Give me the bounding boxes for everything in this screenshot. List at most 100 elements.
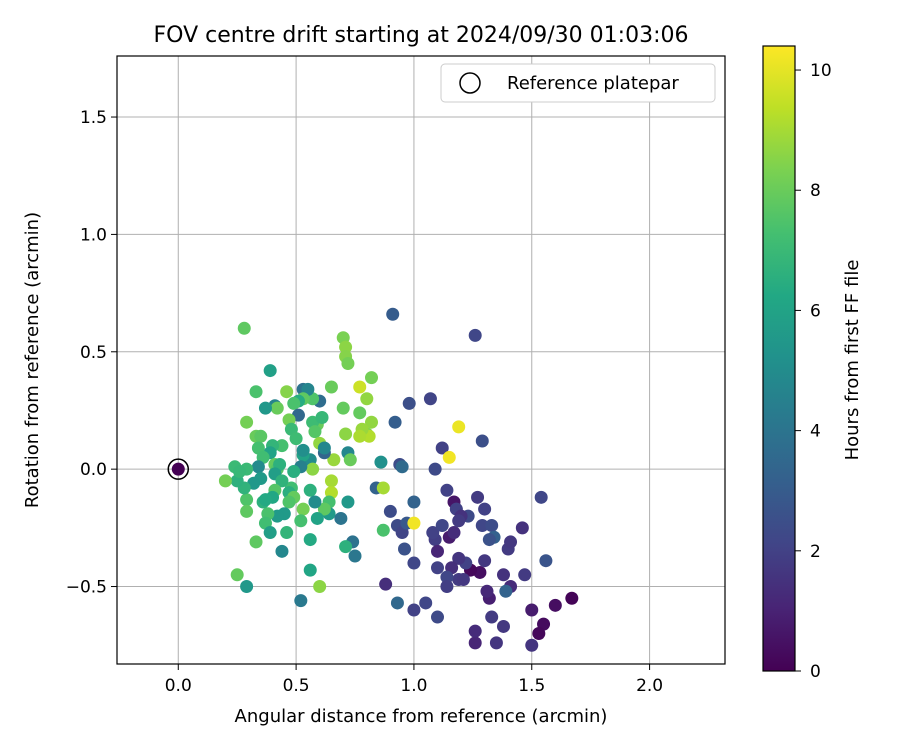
data-point [376, 481, 390, 495]
colorbar-tick-label: 4 [810, 422, 821, 442]
data-point [280, 385, 294, 399]
data-point [383, 504, 397, 518]
data-points [218, 307, 579, 652]
y-tick-label: −0.5 [66, 578, 107, 598]
data-point [343, 453, 357, 467]
x-tick-label: 1.0 [400, 676, 427, 696]
data-point [348, 549, 362, 563]
data-point [504, 535, 518, 549]
data-point [317, 441, 331, 455]
data-point [296, 443, 310, 457]
data-point [475, 518, 489, 532]
data-point [303, 563, 317, 577]
data-point [478, 554, 492, 568]
data-point [240, 493, 254, 507]
reference-point [171, 462, 185, 476]
x-tick-label: 1.5 [518, 676, 545, 696]
x-tick-label: 0.0 [165, 676, 192, 696]
data-point [308, 425, 322, 439]
data-point [339, 340, 353, 354]
data-point [251, 460, 265, 474]
plot-frame [116, 55, 726, 665]
data-point [353, 380, 367, 394]
data-point [440, 580, 454, 594]
data-point [398, 542, 412, 556]
x-axis-ticks: 0.0 0.5 1.0 1.5 2.0 [165, 664, 663, 696]
data-point [468, 328, 482, 342]
data-point [317, 502, 331, 516]
data-point [452, 551, 466, 565]
x-tick-label: 2.0 [636, 676, 663, 696]
data-point [296, 502, 310, 516]
data-point [287, 396, 301, 410]
data-point [327, 453, 341, 467]
data-point [548, 598, 562, 612]
y-axis-label: Rotation from reference (arcmin) [22, 212, 43, 508]
data-point [287, 465, 301, 479]
colorbar-tick-label: 2 [810, 542, 821, 562]
legend-box [440, 63, 716, 103]
data-point [240, 415, 254, 429]
data-point [435, 518, 449, 532]
colorbar-ticks: 0 2 4 6 8 10 [795, 61, 832, 682]
data-point [240, 580, 254, 594]
legend-label: Reference platepar [507, 73, 679, 94]
data-point [447, 526, 461, 540]
data-point [240, 504, 254, 518]
chart-title: FOV centre drift starting at 2024/09/30 … [154, 23, 689, 48]
data-point [258, 493, 272, 507]
data-point [324, 474, 338, 488]
data-point [471, 490, 485, 504]
colorbar-tick-label: 8 [810, 181, 821, 201]
data-point [402, 396, 416, 410]
data-point [442, 450, 456, 464]
data-point [478, 502, 492, 516]
data-point [468, 636, 482, 650]
data-point [353, 429, 367, 443]
data-point [306, 462, 320, 476]
data-point [275, 439, 289, 453]
data-point [360, 392, 374, 406]
x-tick-label: 0.5 [283, 676, 310, 696]
data-point [407, 556, 421, 570]
data-point [339, 540, 353, 554]
data-point [534, 490, 548, 504]
data-point [218, 474, 232, 488]
data-point [525, 638, 539, 652]
data-point [496, 568, 510, 582]
data-point [496, 619, 510, 633]
legend-circle-icon [459, 72, 481, 94]
data-point [310, 511, 324, 525]
data-point [249, 385, 263, 399]
data-point [407, 603, 421, 617]
colorbar-label: Hours from first FF file [842, 260, 863, 461]
data-point [249, 535, 263, 549]
data-point [233, 465, 247, 479]
data-point [430, 544, 444, 558]
data-point [440, 570, 454, 584]
data-point [294, 594, 308, 608]
data-point [539, 554, 553, 568]
data-point [515, 521, 529, 535]
data-point [423, 392, 437, 406]
data-point [237, 321, 251, 335]
data-point [388, 415, 402, 429]
data-point [525, 603, 539, 617]
data-point [376, 523, 390, 537]
y-tick-label: 0.0 [80, 460, 107, 480]
data-point [341, 495, 355, 509]
colorbar [762, 45, 796, 672]
data-point [336, 401, 350, 415]
grid-lines [117, 56, 725, 664]
data-point [386, 307, 400, 321]
data-point [313, 580, 327, 594]
data-point [254, 429, 268, 443]
data-point [230, 568, 244, 582]
data-point [275, 544, 289, 558]
data-point [407, 495, 421, 509]
reference-marker [167, 458, 190, 480]
data-point [258, 401, 272, 415]
data-point [468, 624, 482, 638]
data-point [456, 572, 470, 586]
